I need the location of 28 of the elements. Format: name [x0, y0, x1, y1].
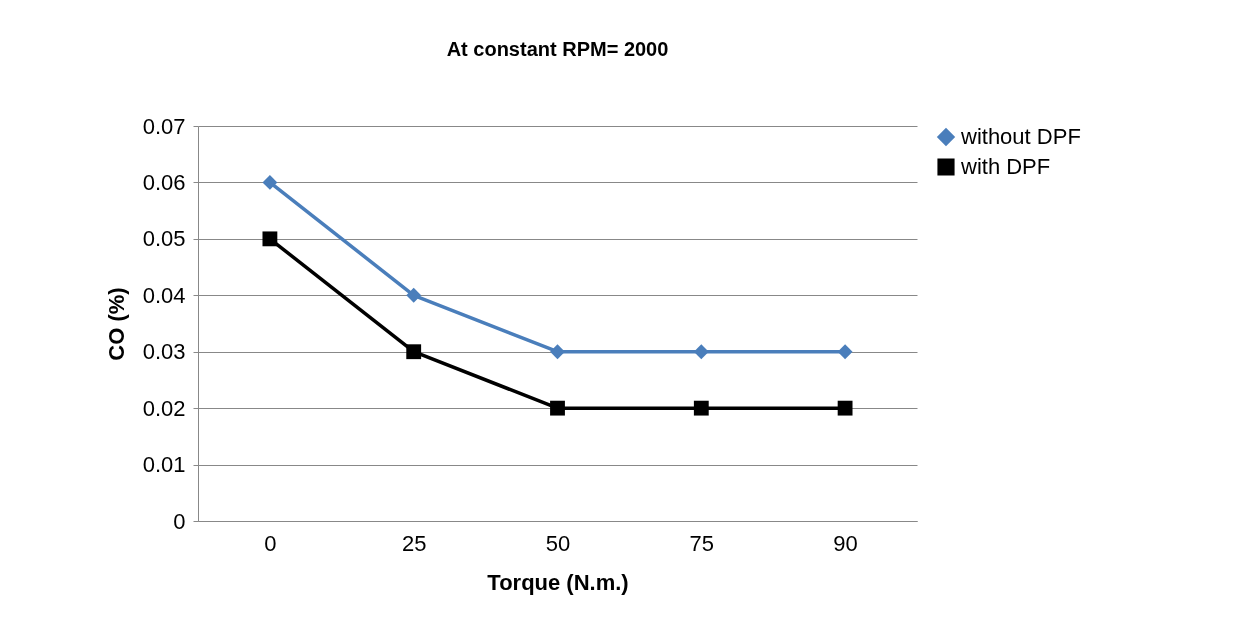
x-tick-label: 75: [689, 530, 715, 556]
y-tick-label: 0: [173, 508, 186, 534]
y-tick-label: 0.07: [142, 113, 186, 139]
x-tick-label: 25: [401, 530, 427, 556]
point: [406, 287, 422, 303]
y-tick-label: 0.01: [142, 452, 186, 478]
point: [262, 231, 278, 247]
point: [837, 344, 853, 360]
point: [693, 344, 709, 360]
point: [550, 400, 565, 416]
y-tick-label: 0.05: [142, 226, 186, 252]
y-tick-label: 0.03: [142, 339, 186, 365]
y-tick-label: 0.04: [142, 282, 186, 308]
chart-title: At constant RPM= 2000: [446, 38, 669, 60]
y-axis-title: CO (%): [103, 287, 129, 361]
point: [550, 344, 565, 360]
point: [837, 400, 853, 416]
x-axis-title: Torque (N.m.): [487, 569, 629, 595]
legend-label: without DPF: [960, 124, 1081, 149]
point: [406, 344, 422, 360]
x-tick-label: 50: [545, 530, 571, 556]
y-tick-label: 0.06: [142, 169, 186, 195]
x-tick-label: 0: [264, 530, 277, 556]
point: [693, 400, 709, 416]
x-tick-label: 90: [833, 530, 858, 556]
legend-label: with DPF: [960, 154, 1051, 179]
y-tick-label: 0.02: [142, 395, 186, 421]
point: [262, 175, 278, 190]
